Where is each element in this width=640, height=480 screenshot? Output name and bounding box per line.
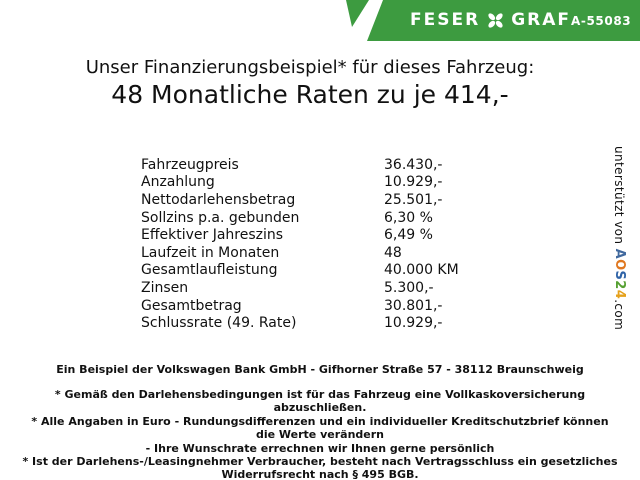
aos24-logo-letter: O	[612, 259, 627, 271]
supported-by-suffix: .com	[612, 299, 626, 331]
table-row: Gesamtlaufleistung 40.000 KM	[141, 262, 561, 280]
page-title-main: 48 Monatliche Raten zu je 414,-	[111, 80, 509, 109]
clover-x-icon	[487, 12, 504, 29]
row-value: 10.929,-	[384, 315, 443, 332]
header-banner	[367, 0, 640, 41]
brand-word-feser: FESER	[410, 10, 481, 30]
disclaimer-line: * Alle Angaben in Euro - Rundungsdiffere…	[31, 414, 609, 442]
table-row: Schlussrate (49. Rate) 10.929,-	[141, 314, 561, 332]
table-row: Sollzins p.a. gebunden 6,30 %	[141, 209, 561, 227]
table-row: Fahrzeugpreis 36.430,-	[141, 156, 561, 174]
row-label: Fahrzeugpreis	[141, 156, 239, 173]
row-label: Gesamtbetrag	[141, 297, 242, 314]
table-row: Laufzeit in Monaten 48	[141, 244, 561, 262]
bank-example-line: Ein Beispiel der Volkswagen Bank GmbH - …	[56, 363, 584, 376]
page-title-subline: Unser Finanzierungsbeispiel* für dieses …	[85, 57, 535, 78]
supported-by-prefix: unterstützt von	[612, 146, 626, 249]
row-label: Gesamtlaufleistung	[141, 262, 278, 279]
brand-word-graf: GRAF	[511, 10, 572, 30]
row-value: 48	[384, 244, 402, 261]
row-value: 30.801,-	[384, 297, 443, 314]
row-label: Zinsen	[141, 279, 189, 296]
finance-table: Fahrzeugpreis 36.430,- Anzahlung 10.929,…	[141, 156, 561, 332]
aos24-logo-letter: A	[612, 248, 627, 260]
table-row: Gesamtbetrag 30.801,-	[141, 297, 561, 315]
row-label: Nettodarlehensbetrag	[141, 191, 296, 208]
table-row: Effektiver Jahreszins 6,49 %	[141, 226, 561, 244]
row-label: Sollzins p.a. gebunden	[141, 209, 300, 226]
row-label: Anzahlung	[141, 174, 215, 191]
brand-logo: FESER GRAF	[410, 0, 571, 41]
row-value: 40.000 KM	[384, 262, 459, 279]
row-value: 6,49 %	[384, 227, 433, 244]
row-label: Effektiver Jahreszins	[141, 227, 284, 244]
row-value: 5.300,-	[384, 279, 434, 296]
supported-by-vertical-text: unterstützt von AOS24.com	[612, 146, 627, 366]
disclaimer-line: * Ist der Darlehens-/Leasingnehmer Verbr…	[22, 455, 618, 480]
disclaimer-block: * Gemäß den Darlehensbedingungen ist für…	[20, 388, 620, 480]
vehicle-id-badge: A-55083	[571, 13, 632, 28]
aos24-logo-letter: 2	[612, 280, 627, 290]
aos24-logo-letter: S	[612, 270, 627, 281]
row-value: 10.929,-	[384, 174, 443, 191]
table-row: Zinsen 5.300,-	[141, 279, 561, 297]
aos24-logo-letter: 4	[612, 289, 627, 300]
disclaimer-line: * Gemäß den Darlehensbedingungen ist für…	[54, 388, 586, 415]
table-row: Anzahlung 10.929,-	[141, 174, 561, 192]
disclaimer-line: - Ihre Wunschrate errechnen wir Ihnen ge…	[145, 441, 495, 455]
row-value: 36.430,-	[384, 156, 443, 173]
row-value: 25.501,-	[384, 191, 443, 208]
row-label: Laufzeit in Monaten	[141, 244, 280, 261]
row-value: 6,30 %	[384, 209, 433, 226]
table-row: Nettodarlehensbetrag 25.501,-	[141, 191, 561, 209]
row-label: Schlussrate (49. Rate)	[141, 315, 297, 332]
